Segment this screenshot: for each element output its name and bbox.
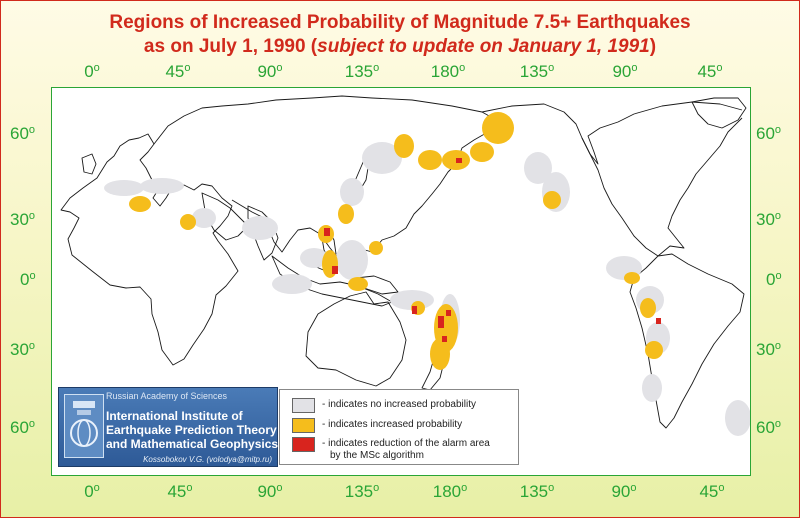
bottom-lon-label-0: 0o (84, 482, 100, 501)
subtitle-prefix: as on July 1, 1990 ( (143, 36, 318, 57)
legend-label-increase: - indicates increased probability (322, 419, 463, 430)
top-lon-label-90w: 90o (612, 62, 638, 81)
institute-logo-icon (64, 394, 104, 458)
right-lat-label-30s: 30o (756, 340, 782, 359)
reduction-zone (456, 158, 462, 163)
right-lat-label-0: 0o (766, 270, 782, 289)
no-increase-zone (192, 208, 216, 228)
increase-zone (640, 298, 656, 318)
increase-zone (394, 134, 414, 158)
north-america-west-coastline (581, 137, 659, 257)
left-lat-label-30s: 30o (10, 340, 36, 359)
map-subtitle: as on July 1, 1990 (subject to update on… (0, 36, 800, 58)
increase-zones (129, 112, 663, 370)
bottom-lon-label-135: 135o (344, 482, 380, 501)
legend-label-reduction-line2: by the MSc algorithm (330, 450, 424, 461)
increase-zone (645, 341, 663, 359)
subtitle-update-note: subject to update on January 1, 1991 (317, 36, 650, 57)
legend-label-no-increase: - indicates no increased probability (322, 399, 476, 410)
top-lon-label-180: 180o (430, 62, 466, 81)
reduction-zone (442, 336, 447, 342)
map-title: Regions of Increased Probability of Magn… (109, 12, 691, 33)
no-increase-zone (340, 178, 364, 206)
no-increase-zone (336, 240, 368, 280)
bottom-lon-label-135w: 135o (519, 482, 555, 501)
south-america-coastline (629, 253, 745, 429)
no-increase-zone (642, 374, 662, 402)
institute-contact: Kossobokov V.G. (volodya@mitp.ru) (143, 455, 272, 464)
no-increase-zone (524, 152, 552, 184)
no-increase-zone (362, 142, 402, 174)
reduction-zone (332, 266, 338, 274)
europe-africa-coastline (60, 133, 239, 366)
institute-name-line2: Earthquake Prediction Theory (106, 423, 277, 437)
top-lon-label-45: 45o (165, 62, 191, 81)
institute-parent: Russian Academy of Sciences (106, 391, 228, 401)
increase-zone (482, 112, 514, 144)
greenland-coastline (691, 97, 747, 129)
reduction-zone (446, 310, 451, 316)
bottom-lon-label-45w: 45o (699, 482, 725, 501)
left-lat-label-0: 0o (20, 270, 36, 289)
increase-zone (624, 272, 640, 284)
no-increase-zone (104, 180, 144, 196)
reduction-zone (438, 316, 444, 328)
increase-zone (348, 277, 368, 291)
legend-label-reduction: - indicates reduction of the alarm area (322, 438, 490, 449)
increase-zone (470, 142, 494, 162)
increase-zone (369, 241, 383, 255)
top-lon-label-45w: 45o (697, 62, 723, 81)
legend-swatch-reduction (292, 437, 315, 452)
north-america-east-coastline (657, 117, 743, 257)
right-lat-label-60s: 60o (756, 418, 782, 437)
alaska-canada-coastline (481, 101, 743, 165)
no-increase-zone (140, 178, 184, 194)
right-lat-label-60n: 60o (756, 124, 782, 143)
top-lon-label-0: 0o (84, 62, 100, 81)
institute-name-line1: International Institute of (106, 409, 243, 423)
legend-swatch-increase (292, 418, 315, 433)
australia-coastline (305, 291, 407, 387)
increase-zone (430, 338, 450, 370)
reduction-zone (412, 306, 417, 314)
reduction-zone (324, 228, 330, 236)
top-lon-label-135w: 135o (519, 62, 555, 81)
top-lon-label-90: 90o (257, 62, 283, 81)
bottom-lon-label-45: 45o (167, 482, 193, 501)
institute-name-line3: and Mathematical Geophysics (106, 437, 279, 451)
increase-zone (543, 191, 561, 209)
asia-coastline (153, 95, 501, 263)
left-lat-label-60s: 60o (10, 418, 36, 437)
no-increase-zone (300, 248, 328, 268)
no-increase-zone (272, 274, 312, 294)
world-map-canvas (60, 95, 750, 436)
reduction-zones (324, 158, 661, 342)
no-increase-zone (242, 216, 278, 240)
subtitle-suffix: ) (649, 36, 657, 57)
right-lat-label-30n: 30o (756, 210, 782, 229)
bottom-lon-label-90w: 90o (611, 482, 637, 501)
increase-zone (180, 214, 196, 230)
legend: - indicates no increased probability - i… (279, 389, 519, 465)
reduction-zone (656, 318, 661, 324)
left-lat-label-30n: 30o (10, 210, 36, 229)
increase-zone (418, 150, 442, 170)
top-lon-label-135: 135o (344, 62, 380, 81)
left-lat-label-60n: 60o (10, 124, 36, 143)
institute-info-box: Russian Academy of Sciences Internationa… (58, 387, 278, 467)
increase-zone (338, 204, 354, 224)
uk-coastline (81, 153, 97, 175)
bottom-lon-label-180: 180o (432, 482, 468, 501)
increase-zone (129, 196, 151, 212)
legend-swatch-no-increase (292, 398, 315, 413)
no-increase-zone (725, 400, 750, 436)
bottom-lon-label-90: 90o (257, 482, 283, 501)
